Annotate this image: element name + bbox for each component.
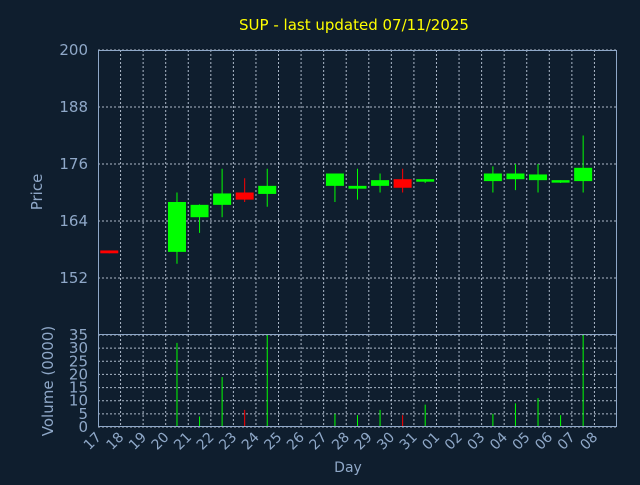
candle-body (371, 180, 390, 186)
candle (258, 168, 277, 207)
price-tick-label: 152 (59, 269, 88, 287)
day-tick-label: 30 (374, 430, 398, 454)
price-tick-label: 200 (59, 41, 88, 59)
day-tick-label: 19 (126, 430, 150, 454)
day-tick-label: 06 (532, 429, 556, 453)
price-tick-labels: 152 164 176 188 200 (59, 41, 88, 287)
candle-body (258, 185, 277, 194)
day-tick-label: 20 (149, 430, 173, 454)
day-tick-label: 27 (307, 430, 331, 454)
candle-body (551, 180, 570, 183)
volume-axis-label: Volume (0000) (39, 326, 57, 436)
candle-body (506, 173, 525, 180)
volume-tick-label: 5 (78, 405, 88, 423)
day-tick-label: 04 (487, 429, 511, 453)
day-tick-label: 21 (171, 430, 195, 454)
candle-body (235, 192, 254, 200)
day-tick-label: 08 (577, 430, 601, 454)
day-tick-label: 03 (465, 430, 489, 454)
candle (551, 180, 570, 183)
day-tick-label: 23 (216, 430, 240, 454)
day-tick-label: 18 (103, 430, 127, 454)
candle-body (483, 173, 502, 182)
price-tick-label: 164 (59, 212, 88, 230)
price-tick-label: 188 (59, 98, 88, 116)
candle (235, 178, 254, 202)
candle (371, 173, 390, 193)
price-axis-label: Price (28, 174, 46, 211)
volume-tick-label: 15 (69, 379, 88, 397)
candle (325, 173, 344, 202)
day-tick-label: 24 (239, 429, 263, 453)
candle-body (213, 193, 232, 205)
day-tick-label: 26 (284, 429, 308, 453)
day-tick-label: 05 (510, 430, 534, 454)
candle-body (416, 179, 435, 182)
volume-bars (176, 335, 584, 427)
day-tick-label: 25 (261, 430, 285, 454)
candle-body (393, 179, 412, 188)
candle (416, 179, 435, 183)
candlestick-series (100, 135, 593, 264)
candle (574, 135, 593, 193)
candle-body (100, 250, 119, 254)
day-tick-label: 31 (397, 430, 421, 454)
day-tick-label: 01 (419, 430, 443, 454)
day-tick-labels: 1718192021222324252627282930310102030405… (81, 429, 601, 453)
volume-tick-label: 20 (69, 365, 88, 383)
candle-body (529, 174, 548, 181)
chart-title: SUP - last updated 07/11/2025 (239, 16, 469, 34)
candle-body (325, 173, 344, 186)
volume-tick-label: 25 (69, 352, 88, 370)
price-tick-label: 176 (59, 155, 88, 173)
volume-tick-label: 0 (78, 418, 88, 436)
volume-tick-label: 30 (69, 339, 88, 357)
volume-grid (98, 334, 617, 428)
candle-body (348, 185, 367, 189)
candle (348, 168, 367, 200)
day-tick-label: 07 (555, 430, 579, 454)
candle-body (190, 204, 209, 218)
candle-body (574, 167, 593, 182)
candle (506, 164, 525, 191)
candle (100, 250, 119, 254)
candle (393, 168, 412, 193)
candle (167, 192, 186, 264)
candle-body (167, 202, 186, 252)
day-axis-label: Day (334, 460, 362, 476)
volume-panel-frame (98, 334, 617, 427)
day-tick-label: 22 (194, 430, 218, 454)
day-tick-label: 29 (352, 430, 376, 454)
candle (190, 204, 209, 233)
candle (483, 166, 502, 193)
volume-tick-label: 10 (69, 392, 88, 410)
candle (213, 168, 232, 218)
volume-tick-label: 35 (69, 326, 88, 344)
candle (529, 164, 548, 193)
day-tick-label: 28 (329, 430, 353, 454)
day-tick-label: 02 (442, 430, 466, 454)
